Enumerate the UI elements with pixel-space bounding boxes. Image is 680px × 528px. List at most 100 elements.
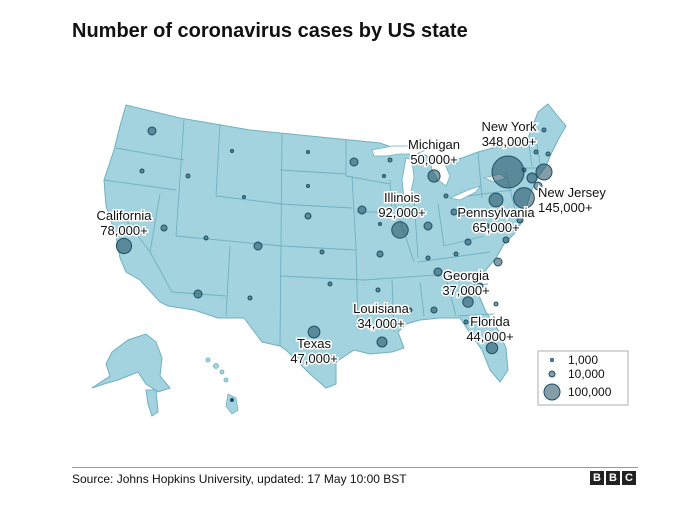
state-label-name: Florida <box>470 314 511 329</box>
state-label-name: Illinois <box>384 190 421 205</box>
state-bubble <box>464 238 472 246</box>
state-bubble <box>242 195 246 199</box>
legend-bubble <box>548 370 556 378</box>
state-bubble <box>423 221 433 231</box>
hawaii <box>205 357 239 415</box>
state-bubble <box>463 319 469 325</box>
state-bubble <box>376 250 384 258</box>
state-bubble <box>185 173 191 179</box>
state-bubble <box>160 224 168 232</box>
state-bubble <box>139 168 145 174</box>
state-bubble <box>433 267 443 277</box>
state-bubble <box>493 301 499 307</box>
state-label-name: Texas <box>297 336 331 351</box>
legend-bubble <box>550 358 554 362</box>
labeled-bubbles <box>115 155 535 355</box>
state-bubble <box>535 163 553 181</box>
lake-superior <box>371 145 428 157</box>
bubble-new-jersey <box>513 187 535 209</box>
state-bubble <box>545 151 551 157</box>
state-bubble <box>425 255 431 261</box>
state-bubble <box>502 236 510 244</box>
bubble-illinois <box>391 221 409 239</box>
state-label-value: 348,000+ <box>482 134 537 149</box>
state-label-name: California <box>97 208 153 223</box>
state-label-value: 44,000+ <box>466 329 513 344</box>
state-bubble <box>247 295 253 301</box>
state-label-value: 65,000+ <box>472 220 519 235</box>
state-bubble <box>319 249 325 255</box>
state-label-value: 145,000+ <box>538 200 593 215</box>
chart-title: Number of coronavirus cases by US state <box>72 20 468 42</box>
state-label-name: Georgia <box>443 268 490 283</box>
state-label-name: Louisiana <box>353 301 409 316</box>
source-note: Source: Johns Hopkins University, update… <box>72 472 407 486</box>
legend-label: 1,000 <box>568 353 598 367</box>
state-label-name: Pennsylvania <box>457 205 535 220</box>
state-bubble <box>516 216 524 224</box>
bbc-logo-c: C <box>622 471 636 485</box>
state-bubble <box>453 251 459 257</box>
state-bubble <box>357 205 367 215</box>
state-bubble <box>526 172 538 184</box>
state-bubble <box>450 208 458 216</box>
state-bubble <box>443 193 449 199</box>
bubble-florida <box>485 341 499 355</box>
bbc-logo-b1: B <box>590 471 604 485</box>
bbc-logo: B B C <box>590 471 636 485</box>
bbc-logo-b2: B <box>606 471 620 485</box>
state-label-value: 37,000+ <box>442 283 489 298</box>
legend-bubble <box>543 383 561 401</box>
state-borders <box>103 119 541 347</box>
state-label-value: 47,000+ <box>290 351 337 366</box>
bubble-texas <box>307 325 321 339</box>
state-bubble <box>382 174 386 178</box>
state-bubble <box>306 150 310 154</box>
state-bubble <box>482 222 490 230</box>
state-bubble <box>306 184 310 188</box>
state-bubble <box>253 241 263 251</box>
state-label-value: 34,000+ <box>357 316 404 331</box>
state-label-name: New York <box>482 119 537 134</box>
lake-erie <box>448 185 481 201</box>
state-bubble <box>193 289 203 299</box>
bubble-pennsylvania <box>488 192 504 208</box>
state-label-value: 50,000+ <box>410 152 457 167</box>
bubble-michigan <box>427 169 441 183</box>
bubble-california <box>115 237 133 255</box>
alaska <box>91 333 171 393</box>
state-bubble <box>493 257 503 267</box>
state-bubble <box>304 212 312 220</box>
state-bubble <box>361 305 367 311</box>
state-bubble <box>230 149 234 153</box>
bahamas-island <box>230 398 234 402</box>
state-bubble <box>407 307 413 313</box>
state-bubble <box>378 222 382 226</box>
state-bubble <box>430 306 438 314</box>
legend-label: 100,000 <box>568 385 612 399</box>
legend-label: 10,000 <box>568 367 605 381</box>
bubble-louisiana <box>376 336 388 348</box>
bubble-georgia <box>462 296 474 308</box>
bubble-new-york <box>491 155 525 189</box>
state-bubble <box>327 281 333 287</box>
lake-michigan <box>401 157 415 199</box>
state-bubble <box>541 127 547 133</box>
footer-divider <box>72 467 638 468</box>
state-bubble <box>533 181 543 191</box>
small-bubbles <box>139 126 553 325</box>
state-bubble <box>533 149 539 155</box>
state-label-value: 78,000+ <box>100 223 147 238</box>
state-bubble <box>147 126 157 136</box>
state-bubble <box>476 282 484 290</box>
alaska-panhandle <box>145 389 159 417</box>
state-bubble <box>203 235 209 241</box>
state-bubble <box>349 157 359 167</box>
state-label-name: New Jersey <box>538 185 606 200</box>
state-bubble <box>375 287 381 293</box>
